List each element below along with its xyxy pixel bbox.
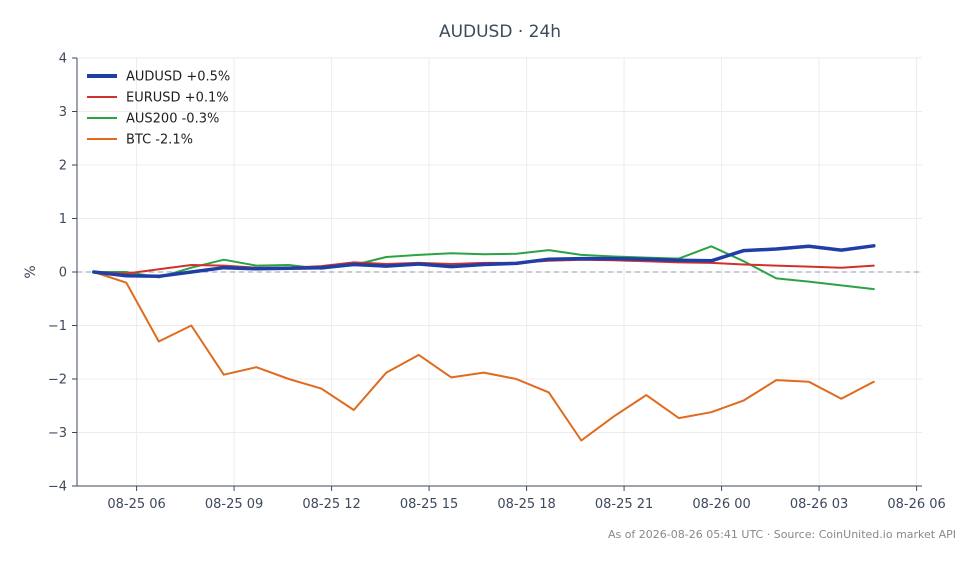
x-tick-label: 08-25 21 [595,497,653,512]
y-tick-label: −3 [48,426,67,441]
y-tick-label: 2 [59,159,67,174]
legend-label: EURUSD +0.1% [126,91,229,106]
y-tick-label: 4 [59,52,67,67]
x-tick-label: 08-25 18 [497,497,555,512]
legend-label: AUS200 -0.3% [126,112,219,127]
y-tick-label: 0 [59,266,67,281]
series-line-audusd [92,244,876,279]
x-tick-label: 08-25 09 [205,497,263,512]
series-lines [92,244,876,442]
y-tick-label: −2 [48,373,67,388]
x-ticks: 08-25 06 08-25 09 08-25 12 08-25 15 08-25 18… [107,486,946,512]
x-tick-label: 08-26 03 [790,497,848,512]
series-line-aus200 [92,245,875,291]
y-tick-label: −1 [48,319,67,334]
y-axis-label: % [23,265,39,278]
legend: AUDUSD +0.5% EURUSD +0.1% AUS200 -0.3% BTC … [87,70,230,148]
chart-title: AUDUSD · 24h [439,22,561,42]
x-tick-label: 08-25 06 [107,497,165,512]
legend-label: BTC -2.1% [126,133,193,148]
y-ticks: −4 −3 −2 −1 0 1 2 3 4 [48,52,77,495]
x-tick-label: 08-25 15 [400,497,458,512]
footer-source: As of 2026-08-26 05:41 UTC · Source: Coi… [608,528,956,541]
x-tick-label: 08-26 06 [887,497,945,512]
x-tick-label: 08-26 00 [692,497,750,512]
y-tick-label: −4 [48,480,67,495]
y-tick-label: 1 [59,212,67,227]
series-line-btc [92,271,875,442]
y-tick-label: 3 [59,105,67,120]
x-tick-label: 08-25 12 [302,497,360,512]
legend-label: AUDUSD +0.5% [126,70,230,85]
